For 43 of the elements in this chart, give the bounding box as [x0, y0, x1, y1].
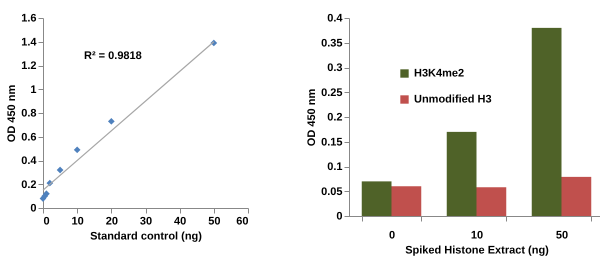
y-tick-label: 0.25 [321, 86, 342, 99]
y-tick-label: 0.1 [327, 161, 342, 173]
x-tick-label: 30 [140, 216, 152, 228]
y-tick-label: 0.2 [327, 112, 342, 124]
y-tick-label: 0.3 [327, 62, 342, 74]
x-tick-label: 50 [208, 216, 220, 228]
bar [476, 187, 506, 216]
y-tick-label: 0.05 [321, 186, 342, 198]
y-axis-title: OD 450 nm [306, 88, 318, 146]
x-tick-label: 20 [106, 216, 118, 228]
x-axis-title: Standard control (ng) [90, 230, 202, 242]
legend-label: Unmodified H3 [414, 94, 492, 106]
annotation: R² = 0.9818 [84, 50, 142, 62]
point [56, 166, 64, 174]
legend-label: H3K4me2 [414, 68, 464, 80]
bar [532, 28, 562, 216]
y-tick-label: 0.8 [21, 108, 36, 120]
point [108, 118, 115, 125]
y-tick-label: 0.4 [327, 12, 344, 24]
y-tick-label: 1.4 [21, 36, 38, 48]
point [74, 146, 81, 154]
bar [362, 181, 392, 216]
y-tick-label: 0.6 [21, 131, 36, 144]
x-tick-label: 50 [556, 230, 568, 242]
x-tick-label: 40 [174, 216, 186, 228]
x-tick-label: 10 [470, 230, 484, 242]
x-tick-label: 0 [44, 216, 50, 228]
y-tick-label: 0.35 [321, 37, 342, 50]
y-tick-label: 0.15 [321, 136, 342, 148]
bar [392, 186, 422, 216]
bar [446, 132, 476, 216]
y-tick-label: 1 [30, 84, 36, 96]
y-tick-label: 0.2 [21, 178, 36, 191]
y-tick-label: 1.6 [21, 12, 36, 24]
y-tick-label: 0.4 [21, 155, 38, 167]
x-axis-title: Spiked Histone Extract (ng) [405, 244, 550, 256]
y-axis-title: OD 450 nm [6, 84, 18, 142]
y-tick-label: 0 [30, 202, 36, 214]
x-tick-label: 0 [388, 230, 396, 242]
x-tick-label: 10 [72, 216, 84, 228]
x-tick-label: 60 [236, 216, 248, 228]
bar [562, 176, 592, 216]
y-tick-label: 1.2 [21, 60, 36, 72]
